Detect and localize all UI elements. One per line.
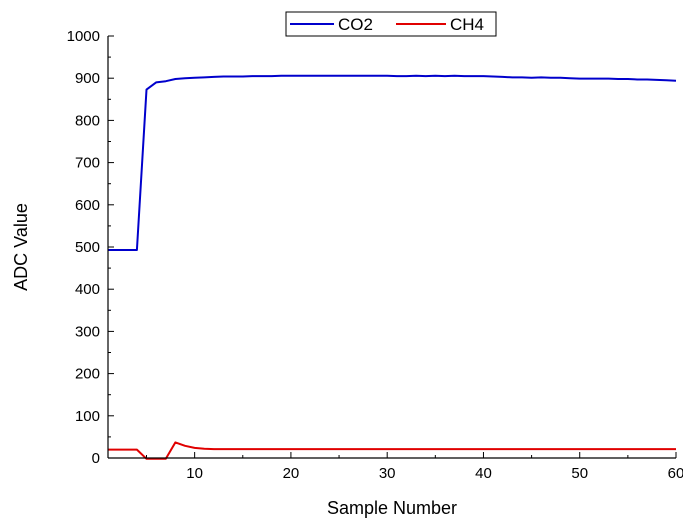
x-tick-label: 30 [379, 465, 396, 482]
y-tick-label: 300 [75, 323, 100, 340]
plot-area [108, 36, 676, 458]
x-tick-label: 50 [571, 465, 588, 482]
y-tick-label: 1000 [67, 28, 100, 45]
y-tick-label: 700 [75, 155, 100, 172]
y-tick-label: 800 [75, 112, 100, 129]
y-tick-label: 500 [75, 239, 100, 256]
y-tick-label: 100 [75, 408, 100, 425]
y-axis: 0 100 200 300 400 500 600 700 800 900 1000 [67, 28, 114, 467]
legend-label-ch4: CH4 [450, 15, 484, 34]
y-tick-label: 200 [75, 366, 100, 383]
y-tick-label: 900 [75, 70, 100, 87]
x-axis: 10 20 30 40 50 60 [146, 452, 683, 482]
y-tick-label: 0 [92, 450, 100, 467]
y-tick-label: 400 [75, 281, 100, 298]
series-line-co2 [108, 74, 677, 251]
series-line-ch4 [108, 441, 676, 460]
x-tick-label: 40 [475, 465, 492, 482]
x-tick-label: 20 [283, 465, 300, 482]
y-axis-title: ADC Value [11, 203, 31, 291]
x-tick-label: 10 [186, 465, 203, 482]
legend-label-co2: CO2 [338, 15, 373, 34]
legend: CO2 CH4 [285, 11, 497, 37]
x-axis-title: Sample Number [327, 498, 457, 518]
x-tick-label: 60 [668, 465, 683, 482]
series-layer [108, 74, 677, 460]
y-tick-label: 600 [75, 197, 100, 214]
